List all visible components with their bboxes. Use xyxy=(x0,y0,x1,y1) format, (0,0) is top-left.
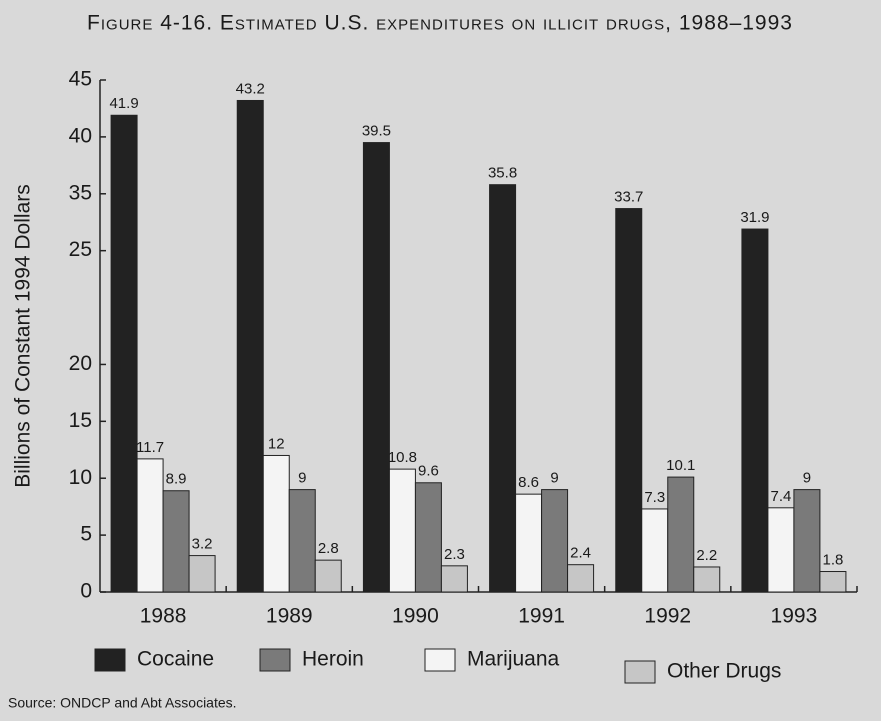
bar xyxy=(767,507,795,593)
y-tick-label: 40 xyxy=(69,124,92,147)
y-tick-label: 10 xyxy=(69,466,92,489)
bar xyxy=(541,489,569,593)
legend-label: Cocaine xyxy=(137,648,214,671)
data-label: 10.1 xyxy=(666,457,695,474)
data-label: 9 xyxy=(803,470,811,487)
bar xyxy=(515,493,543,593)
data-label: 2.4 xyxy=(570,545,591,562)
data-label: 39.5 xyxy=(362,123,391,140)
data-label: 8.9 xyxy=(166,471,187,488)
legend-swatch xyxy=(259,648,291,672)
y-tick-label: 0 xyxy=(80,580,92,603)
bar xyxy=(362,142,390,593)
x-tick-label: 1992 xyxy=(644,605,691,628)
bar xyxy=(110,114,138,593)
x-tick-label: 1993 xyxy=(771,605,818,628)
data-label: 3.2 xyxy=(192,536,213,553)
data-label: 2.8 xyxy=(318,540,339,557)
bar xyxy=(162,490,190,593)
legend-swatch xyxy=(624,660,656,684)
y-tick-label: 5 xyxy=(80,523,92,546)
y-tick-label: 45 xyxy=(69,68,92,91)
data-label: 11.7 xyxy=(136,439,164,456)
bar xyxy=(188,555,216,593)
legend-label: Heroin xyxy=(302,648,364,671)
bar xyxy=(793,489,821,593)
data-label: 31.9 xyxy=(740,209,769,226)
data-label: 12 xyxy=(268,435,285,452)
legend-swatch xyxy=(424,648,456,672)
data-label: 8.6 xyxy=(518,474,539,491)
y-tick-label: 25 xyxy=(69,238,92,261)
data-label: 33.7 xyxy=(614,189,643,206)
data-label: 9 xyxy=(550,470,558,487)
y-tick-label: 35 xyxy=(69,181,92,204)
data-label: 7.4 xyxy=(770,488,791,505)
data-label: 1.8 xyxy=(822,551,843,568)
bar xyxy=(288,489,316,593)
bar xyxy=(819,571,847,593)
bar xyxy=(440,565,468,593)
bar xyxy=(262,454,290,593)
bar xyxy=(615,208,643,593)
x-tick-label: 1990 xyxy=(392,605,439,628)
bar xyxy=(741,228,769,593)
bar xyxy=(314,559,342,593)
bar xyxy=(388,468,416,593)
data-label: 10.8 xyxy=(388,449,417,466)
bar xyxy=(136,458,164,593)
data-label: 41.9 xyxy=(109,95,138,112)
data-label: 9.6 xyxy=(418,463,439,480)
bar xyxy=(693,566,721,593)
legend-label: Other Drugs xyxy=(667,660,781,683)
x-tick-label: 1989 xyxy=(266,605,313,628)
chart-title: Figure 4-16. Estimated U.S. expenditures… xyxy=(87,12,793,35)
data-label: 2.2 xyxy=(696,547,717,564)
bar xyxy=(414,482,442,593)
source-note: Source: ONDCP and Abt Associates. xyxy=(8,695,237,711)
data-label: 35.8 xyxy=(488,165,517,182)
x-tick-label: 1988 xyxy=(140,605,187,628)
y-tick-label: 20 xyxy=(69,352,92,375)
data-label: 7.3 xyxy=(644,489,665,506)
bar xyxy=(667,476,695,593)
data-label: 2.3 xyxy=(444,546,465,563)
y-tick-label: 15 xyxy=(69,409,92,432)
bar xyxy=(489,184,517,593)
data-label: 9 xyxy=(298,470,306,487)
legend-swatch xyxy=(94,648,126,672)
bar xyxy=(236,99,264,593)
bar xyxy=(567,564,595,593)
data-label: 43.2 xyxy=(236,80,265,97)
x-tick-label: 1991 xyxy=(518,605,565,628)
bar xyxy=(641,508,669,593)
legend-label: Marijuana xyxy=(467,648,560,671)
y-axis-label: Billions of Constant 1994 Dollars xyxy=(12,184,35,488)
